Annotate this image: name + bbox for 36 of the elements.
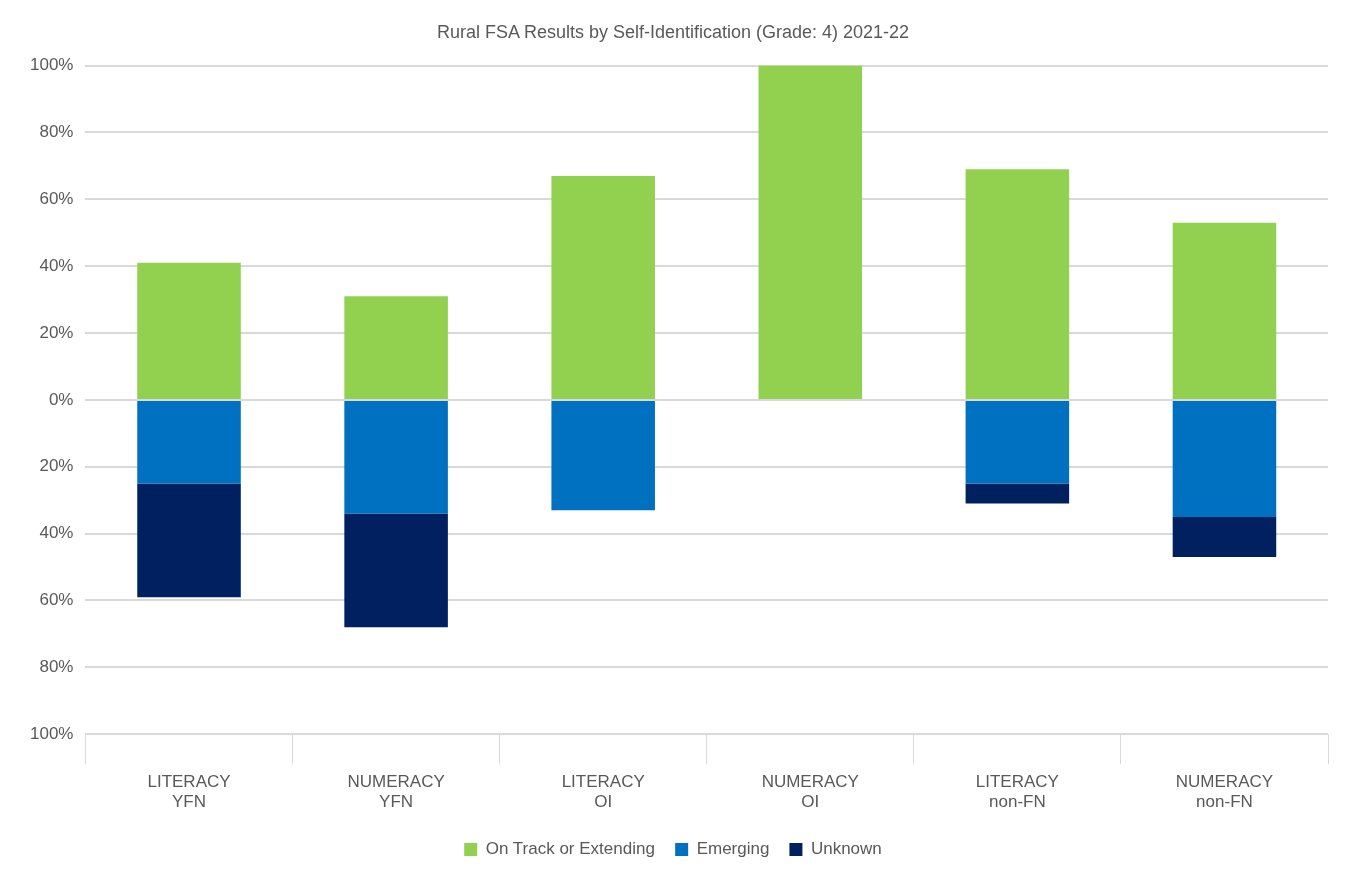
legend-label: On Track or Extending (485, 839, 655, 859)
bar (137, 262, 241, 399)
y-tick-label: 60% (39, 590, 74, 610)
legend-label: Emerging (696, 839, 770, 859)
x-tick-label: LITERACY YFN (147, 772, 231, 812)
bar (551, 175, 655, 399)
x-tick-label: LITERACY OI (561, 772, 645, 812)
bar (965, 400, 1070, 484)
legend-label: Unknown (810, 839, 882, 859)
bar (965, 169, 1070, 399)
bar (344, 400, 448, 514)
y-tick-label: 40% (39, 523, 74, 543)
bar (1172, 516, 1277, 558)
x-tick-label: NUMERACY OI (761, 772, 859, 812)
y-tick-label: 40% (39, 255, 74, 275)
bar (137, 400, 241, 484)
y-tick-label: 60% (39, 189, 74, 209)
bar (137, 483, 241, 598)
bar (344, 513, 448, 628)
bar (1172, 222, 1277, 399)
bar (1172, 400, 1277, 517)
x-tick-label: LITERACY non-FN (975, 772, 1059, 812)
bar (758, 65, 863, 399)
y-tick-label: 80% (39, 657, 74, 677)
bar (965, 483, 1070, 504)
y-tick-label: 100% (30, 723, 74, 743)
bar (344, 296, 448, 399)
y-tick-label: 0% (48, 389, 74, 409)
y-tick-label: 20% (39, 322, 74, 342)
y-tick-label: 100% (30, 55, 74, 75)
y-tick-label: 80% (39, 122, 74, 142)
x-tick-label: NUMERACY YFN (347, 772, 445, 812)
bar (551, 400, 655, 511)
chart-title: Rural FSA Results by Self-Identification (Grade: 4) 2021-22 (436, 21, 910, 42)
x-tick-label: NUMERACY non-FN (1175, 772, 1274, 812)
y-tick-label: 20% (39, 456, 74, 476)
